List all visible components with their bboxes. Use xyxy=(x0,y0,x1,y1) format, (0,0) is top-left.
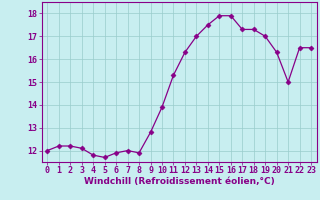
X-axis label: Windchill (Refroidissement éolien,°C): Windchill (Refroidissement éolien,°C) xyxy=(84,177,275,186)
